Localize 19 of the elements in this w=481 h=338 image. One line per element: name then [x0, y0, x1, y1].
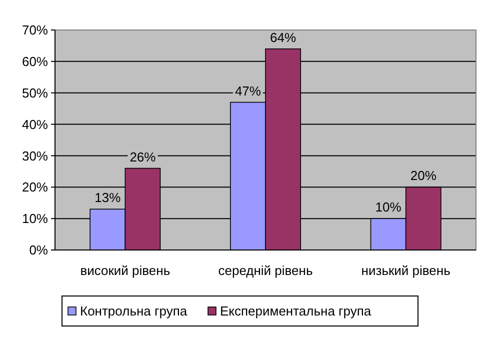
data-label: 20%	[410, 168, 437, 184]
y-tick-label: 60%	[22, 54, 48, 69]
x-tick-label: низький рівень	[361, 263, 451, 278]
y-tick-label: 70%	[22, 22, 48, 38]
y-tick-label: 20%	[22, 180, 48, 195]
data-label: 47%	[234, 83, 262, 98]
legend-label: Експериментальна група	[220, 304, 372, 319]
y-tick-label: 0%	[29, 242, 48, 258]
y-tick-label: 30%	[22, 148, 48, 164]
data-label: 26%	[130, 149, 156, 164]
legend-label: Контрольна група	[80, 304, 188, 319]
y-tick-label: 40%	[22, 116, 48, 132]
y-tick-label: 50%	[22, 85, 48, 100]
data-label: 64%	[270, 30, 296, 45]
x-tick-label: середній рівень	[218, 263, 313, 278]
data-label: 13%	[94, 190, 122, 206]
x-tick-label: високий рівень	[80, 263, 170, 278]
y-tick-label: 10%	[22, 211, 48, 226]
data-label: 10%	[375, 200, 402, 215]
